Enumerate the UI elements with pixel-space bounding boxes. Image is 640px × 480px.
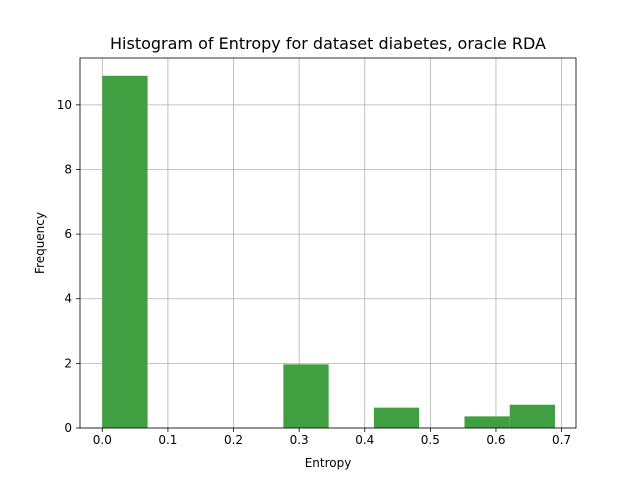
x-tick-label: 0.3 [290,433,309,447]
x-tick-label: 0.2 [224,433,243,447]
x-tick-label: 0.4 [355,433,374,447]
y-tick-label: 2 [64,356,72,370]
chart-title: Histogram of Entropy for dataset diabete… [110,34,546,53]
histogram-bar [464,416,510,428]
histogram-bar [373,407,420,428]
bars-layer [102,75,556,429]
y-axis-label: Frequency [33,212,47,274]
y-tick-label: 6 [64,227,72,241]
y-tick-label: 0 [64,421,72,435]
x-tick-label: 0.0 [93,433,112,447]
x-tick-label: 0.5 [421,433,440,447]
histogram-bar [102,75,148,429]
plot-frame [79,57,577,429]
ticks-layer: 0.0 0.1 0.2 0.3 0.4 0.5 0.6 0.7 0 2 4 6 8 10 [57,98,571,447]
y-tick-label: 4 [64,292,72,306]
histogram-bar [283,364,329,428]
histogram-bar [509,404,556,428]
x-tick-label: 0.1 [158,433,177,447]
y-tick-label: 8 [64,162,72,176]
x-tick-label: 0.6 [486,433,505,447]
x-tick-label: 0.7 [552,433,571,447]
x-axis-label: Entropy [305,456,352,470]
y-tick-label: 10 [57,98,72,112]
